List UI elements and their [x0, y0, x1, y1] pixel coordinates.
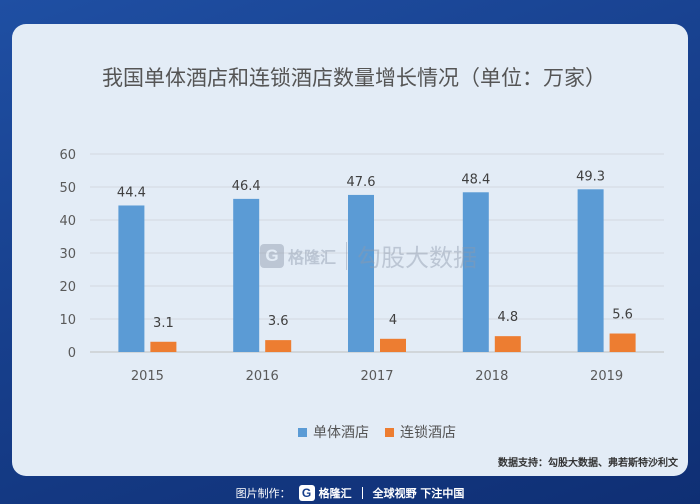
data-label: 3.6: [268, 314, 289, 329]
chart-title: 我国单体酒店和连锁酒店数量增长情况（单位：万家）: [102, 66, 606, 90]
x-tick-label: 2019: [590, 369, 623, 384]
data-label: 47.6: [347, 175, 376, 190]
data-label: 4.8: [497, 310, 518, 325]
data-label: 4: [389, 313, 397, 328]
y-axis-ticks: 0 10 20 30 40 50 60: [59, 148, 76, 361]
x-tick-label: 2017: [360, 369, 393, 384]
chart-card: 我国单体酒店和连锁酒店数量增长情况（单位：万家） 0 10 20 30 40 50 60 4…: [12, 24, 688, 476]
footer-credit: 图片制作：: [235, 487, 291, 500]
y-tick-label: 20: [59, 280, 76, 295]
legend-item-chain-hotel: 连锁酒店: [385, 422, 456, 442]
legend: 单体酒店 连锁酒店: [298, 422, 472, 442]
data-label: 5.6: [612, 308, 633, 323]
bar-chain-2018: [494, 336, 521, 352]
x-tick-label: 2018: [475, 369, 508, 384]
bar-chart: 0 10 20 30 40 50 60 44.4 3.1 46.4 3.6 47.6 4 48.4 4.8…: [59, 148, 664, 384]
footer-brand: 格隆汇: [318, 487, 352, 500]
bar-single-2018: [462, 192, 489, 352]
x-axis-ticks: 2015 2016 2017 2018 2019: [131, 369, 623, 384]
bars: [118, 189, 636, 352]
footer: 图片制作： G 格隆汇 全球视野 下注中国: [0, 482, 700, 504]
bar-chain-2017: [380, 338, 406, 352]
y-tick-label: 10: [59, 313, 76, 328]
footer-slogan: 全球视野 下注中国: [372, 487, 465, 500]
data-label: 48.4: [461, 172, 490, 187]
bar-chain-2016: [265, 340, 292, 352]
data-labels: 44.4 3.1 46.4 3.6 47.6 4 48.4 4.8 49.3 5.6: [117, 169, 633, 330]
y-tick-label: 30: [59, 247, 76, 262]
footer-divider: [361, 487, 363, 499]
bar-chain-2015: [150, 341, 177, 352]
footer-logo-icon: G: [298, 485, 315, 501]
grid-lines: [90, 153, 664, 353]
data-label: 3.1: [153, 316, 174, 331]
y-tick-label: 60: [59, 148, 76, 163]
bar-single-2015: [118, 205, 145, 352]
x-tick-label: 2016: [246, 369, 279, 384]
legend-item-single-hotel: 单体酒店: [298, 422, 369, 442]
legend-swatch-chain-hotel: [385, 427, 394, 437]
bar-single-2019: [577, 189, 604, 352]
bar-single-2017: [348, 194, 374, 352]
bar-single-2016: [233, 198, 260, 352]
legend-label-chain-hotel: 连锁酒店: [400, 425, 456, 441]
data-label: 44.4: [117, 185, 146, 200]
data-label: 49.3: [576, 169, 605, 184]
y-tick-label: 40: [59, 214, 76, 229]
legend-label-single-hotel: 单体酒店: [313, 425, 369, 441]
bar-chain-2019: [609, 333, 636, 352]
x-tick-label: 2015: [131, 369, 164, 384]
y-tick-label: 50: [59, 181, 76, 196]
data-label: 46.4: [232, 179, 261, 194]
y-tick-label: 0: [68, 346, 76, 361]
data-source-note: 数据支持：勾股大数据、弗若斯特沙利文: [498, 458, 678, 469]
legend-swatch-single-hotel: [298, 427, 307, 437]
